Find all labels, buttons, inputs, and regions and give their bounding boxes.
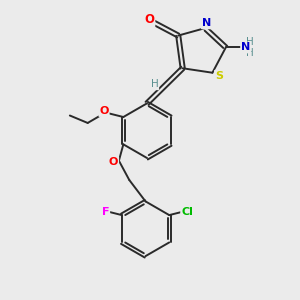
Text: O: O (99, 106, 109, 116)
Text: N: N (202, 18, 211, 28)
Text: F: F (102, 207, 109, 217)
Text: S: S (215, 71, 223, 81)
Text: O: O (144, 13, 154, 26)
Text: H: H (246, 47, 254, 58)
Text: H: H (246, 38, 254, 47)
Text: Cl: Cl (181, 207, 193, 217)
Text: O: O (109, 157, 118, 167)
Text: N: N (241, 43, 250, 52)
Text: H: H (151, 79, 158, 89)
